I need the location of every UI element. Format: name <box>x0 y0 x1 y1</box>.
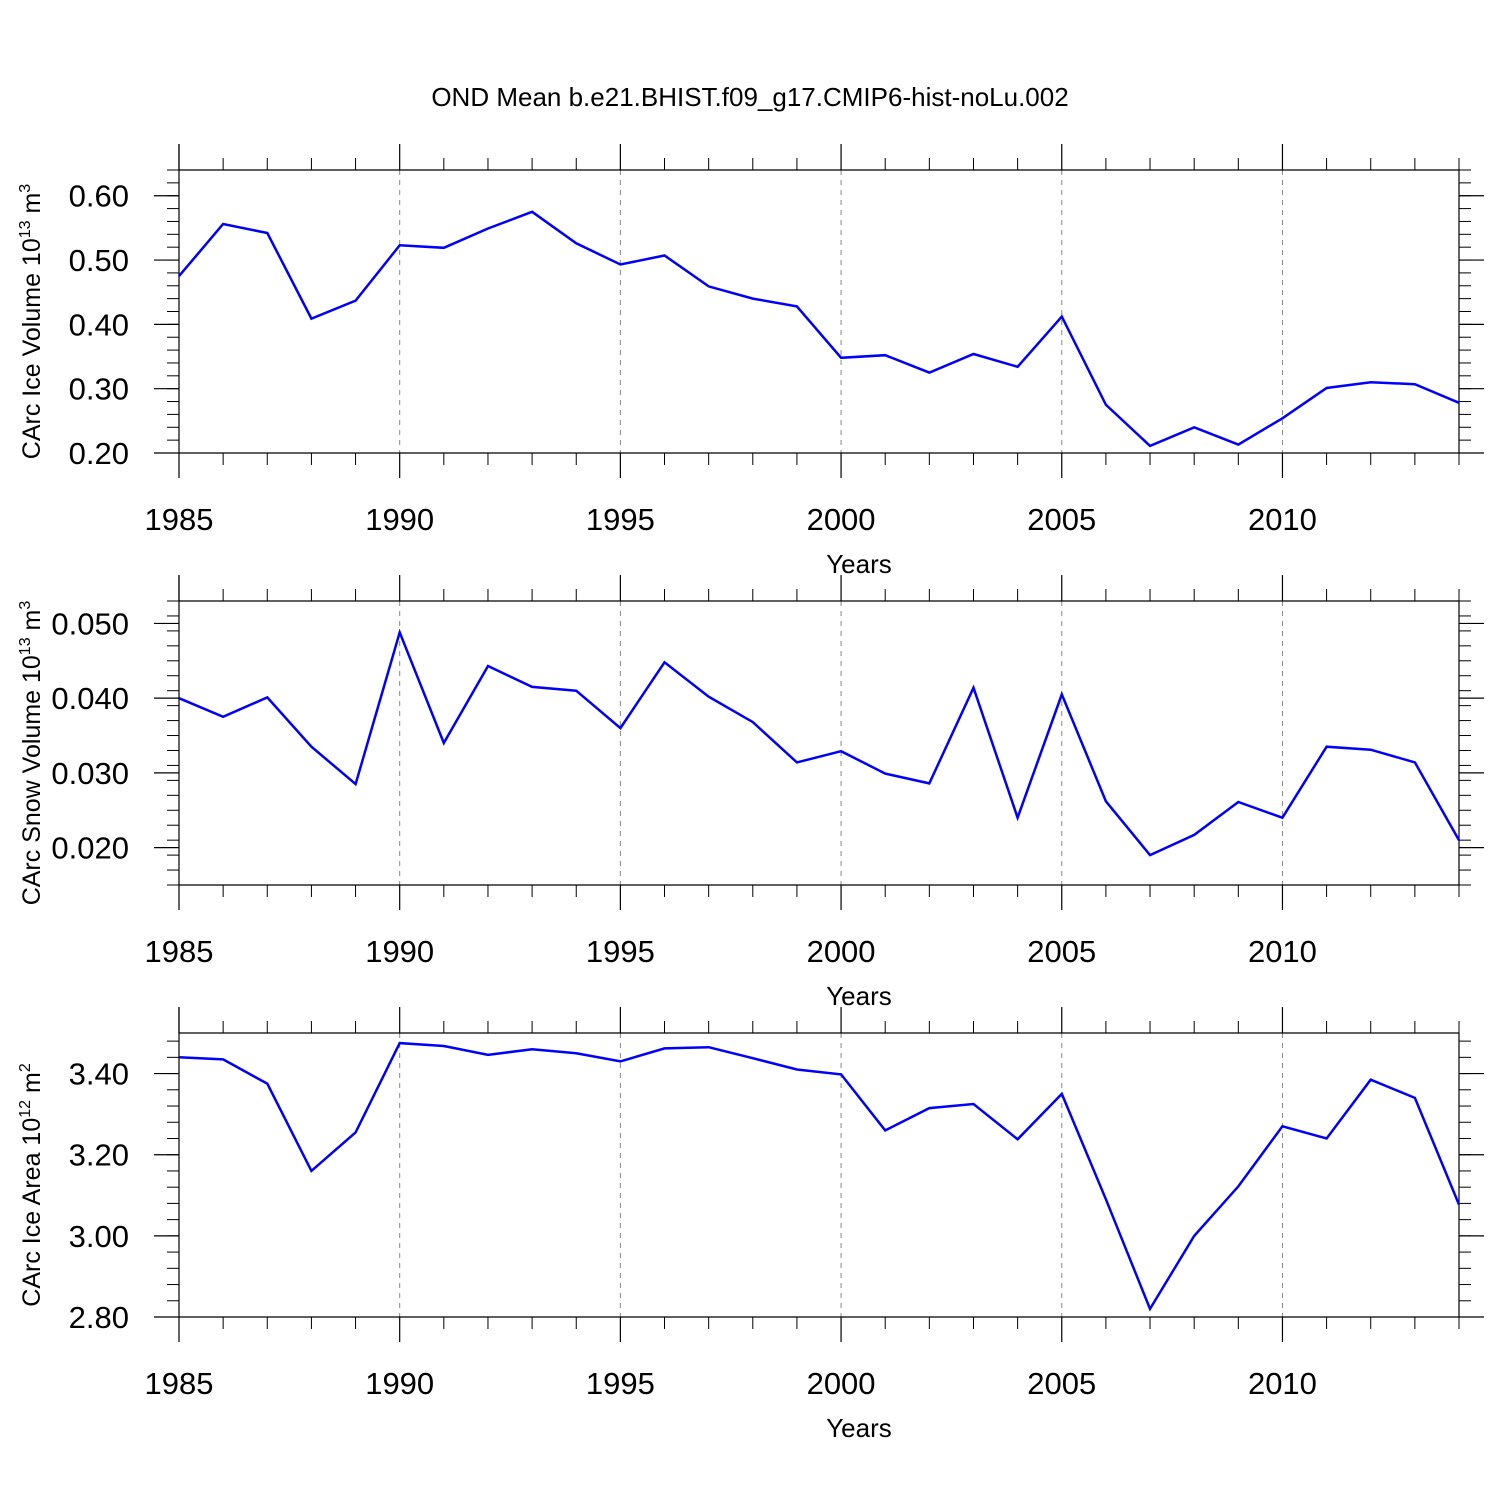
series-line <box>178 210 1460 448</box>
y-axis-title: CArc Ice Volume 1013 m3 <box>17 184 46 460</box>
chart-panel-3: 1985 1990 1995 2000 2005 2010 Years 2.80 3.00 3.2… <box>17 1007 1484 1443</box>
x-tick-label: 1995 <box>586 502 655 537</box>
x-tick-label: 1990 <box>365 502 434 537</box>
x-tick-label: 2010 <box>1248 1366 1317 1401</box>
y-tick-label: 0.20 <box>69 436 129 471</box>
y-tick-label: 0.50 <box>69 243 129 278</box>
chart-panel-2: 1985 1990 1995 2000 2005 2010 Years 0.020 0.030 0… <box>17 575 1484 1011</box>
x-tick-label: 2005 <box>1027 1366 1096 1401</box>
series-line <box>178 628 1461 857</box>
y-tick-label: 2.80 <box>69 1300 129 1335</box>
x-tick-label: 2010 <box>1248 934 1317 969</box>
x-tick-label: 2010 <box>1248 502 1317 537</box>
y-tick-label: 3.40 <box>69 1057 129 1092</box>
x-tick-label: 1985 <box>145 934 214 969</box>
y-axis-title-exponent: 13 <box>17 637 34 655</box>
y-axis-title-unit-exponent: 2 <box>17 1063 34 1072</box>
x-tick-label: 2005 <box>1027 502 1096 537</box>
x-tick-label: 1985 <box>145 502 214 537</box>
y-axis-title-main: CArc Snow Volume 10 <box>18 655 46 905</box>
y-tick-label: 3.00 <box>69 1219 129 1254</box>
y-axis-title-unit-exponent: 3 <box>17 601 34 610</box>
y-axis-title-unit-exponent: 3 <box>17 184 34 193</box>
chart-panel-1: 1985 1990 1995 2000 2005 2010 Years 0.20 0.30 0.4… <box>17 144 1484 579</box>
x-tick-label: 1995 <box>586 1366 655 1401</box>
y-tick-label: 3.20 <box>69 1138 129 1173</box>
x-tick-label: 1985 <box>145 1366 214 1401</box>
y-axis-title: CArc Ice Area 1012 m2 <box>17 1063 46 1307</box>
y-axis-title-exponent: 13 <box>17 220 34 238</box>
y-tick-label: 0.020 <box>51 831 129 866</box>
y-axis-title-unit: m <box>18 610 46 638</box>
x-axis-title: Years <box>826 981 892 1011</box>
x-tick-label: 2000 <box>807 502 876 537</box>
x-tick-label: 1990 <box>365 934 434 969</box>
figure-title: OND Mean b.e21.BHIST.f09_g17.CMIP6-hist-… <box>431 82 1068 112</box>
x-tick-label: 2005 <box>1027 934 1096 969</box>
y-tick-label: 0.050 <box>51 606 129 641</box>
x-tick-label: 1995 <box>586 934 655 969</box>
y-tick-label: 0.40 <box>69 307 129 342</box>
y-axis-title-main: CArc Ice Area 10 <box>18 1118 46 1307</box>
y-tick-label: 0.60 <box>69 179 129 214</box>
y-axis-title-exponent: 12 <box>17 1100 34 1118</box>
y-tick-label: 0.030 <box>51 756 129 791</box>
x-tick-label: 1990 <box>365 1366 434 1401</box>
y-axis-title-unit: m <box>18 193 46 221</box>
x-tick-label: 2000 <box>807 1366 876 1401</box>
chart-panels: 1985 1990 1995 2000 2005 2010 Years 0.20 0.30 0.4… <box>17 144 1484 1443</box>
x-tick-label: 2000 <box>807 934 876 969</box>
y-tick-label: 0.040 <box>51 681 129 716</box>
y-tick-label: 0.30 <box>69 372 129 407</box>
x-axis-title: Years <box>826 549 892 579</box>
y-axis-title-main: CArc Ice Volume 10 <box>18 238 46 459</box>
y-axis-title-unit: m <box>18 1072 46 1100</box>
series-line <box>178 1041 1461 1312</box>
y-axis-title: CArc Snow Volume 1013 m3 <box>17 601 46 906</box>
x-axis-title: Years <box>826 1413 892 1443</box>
